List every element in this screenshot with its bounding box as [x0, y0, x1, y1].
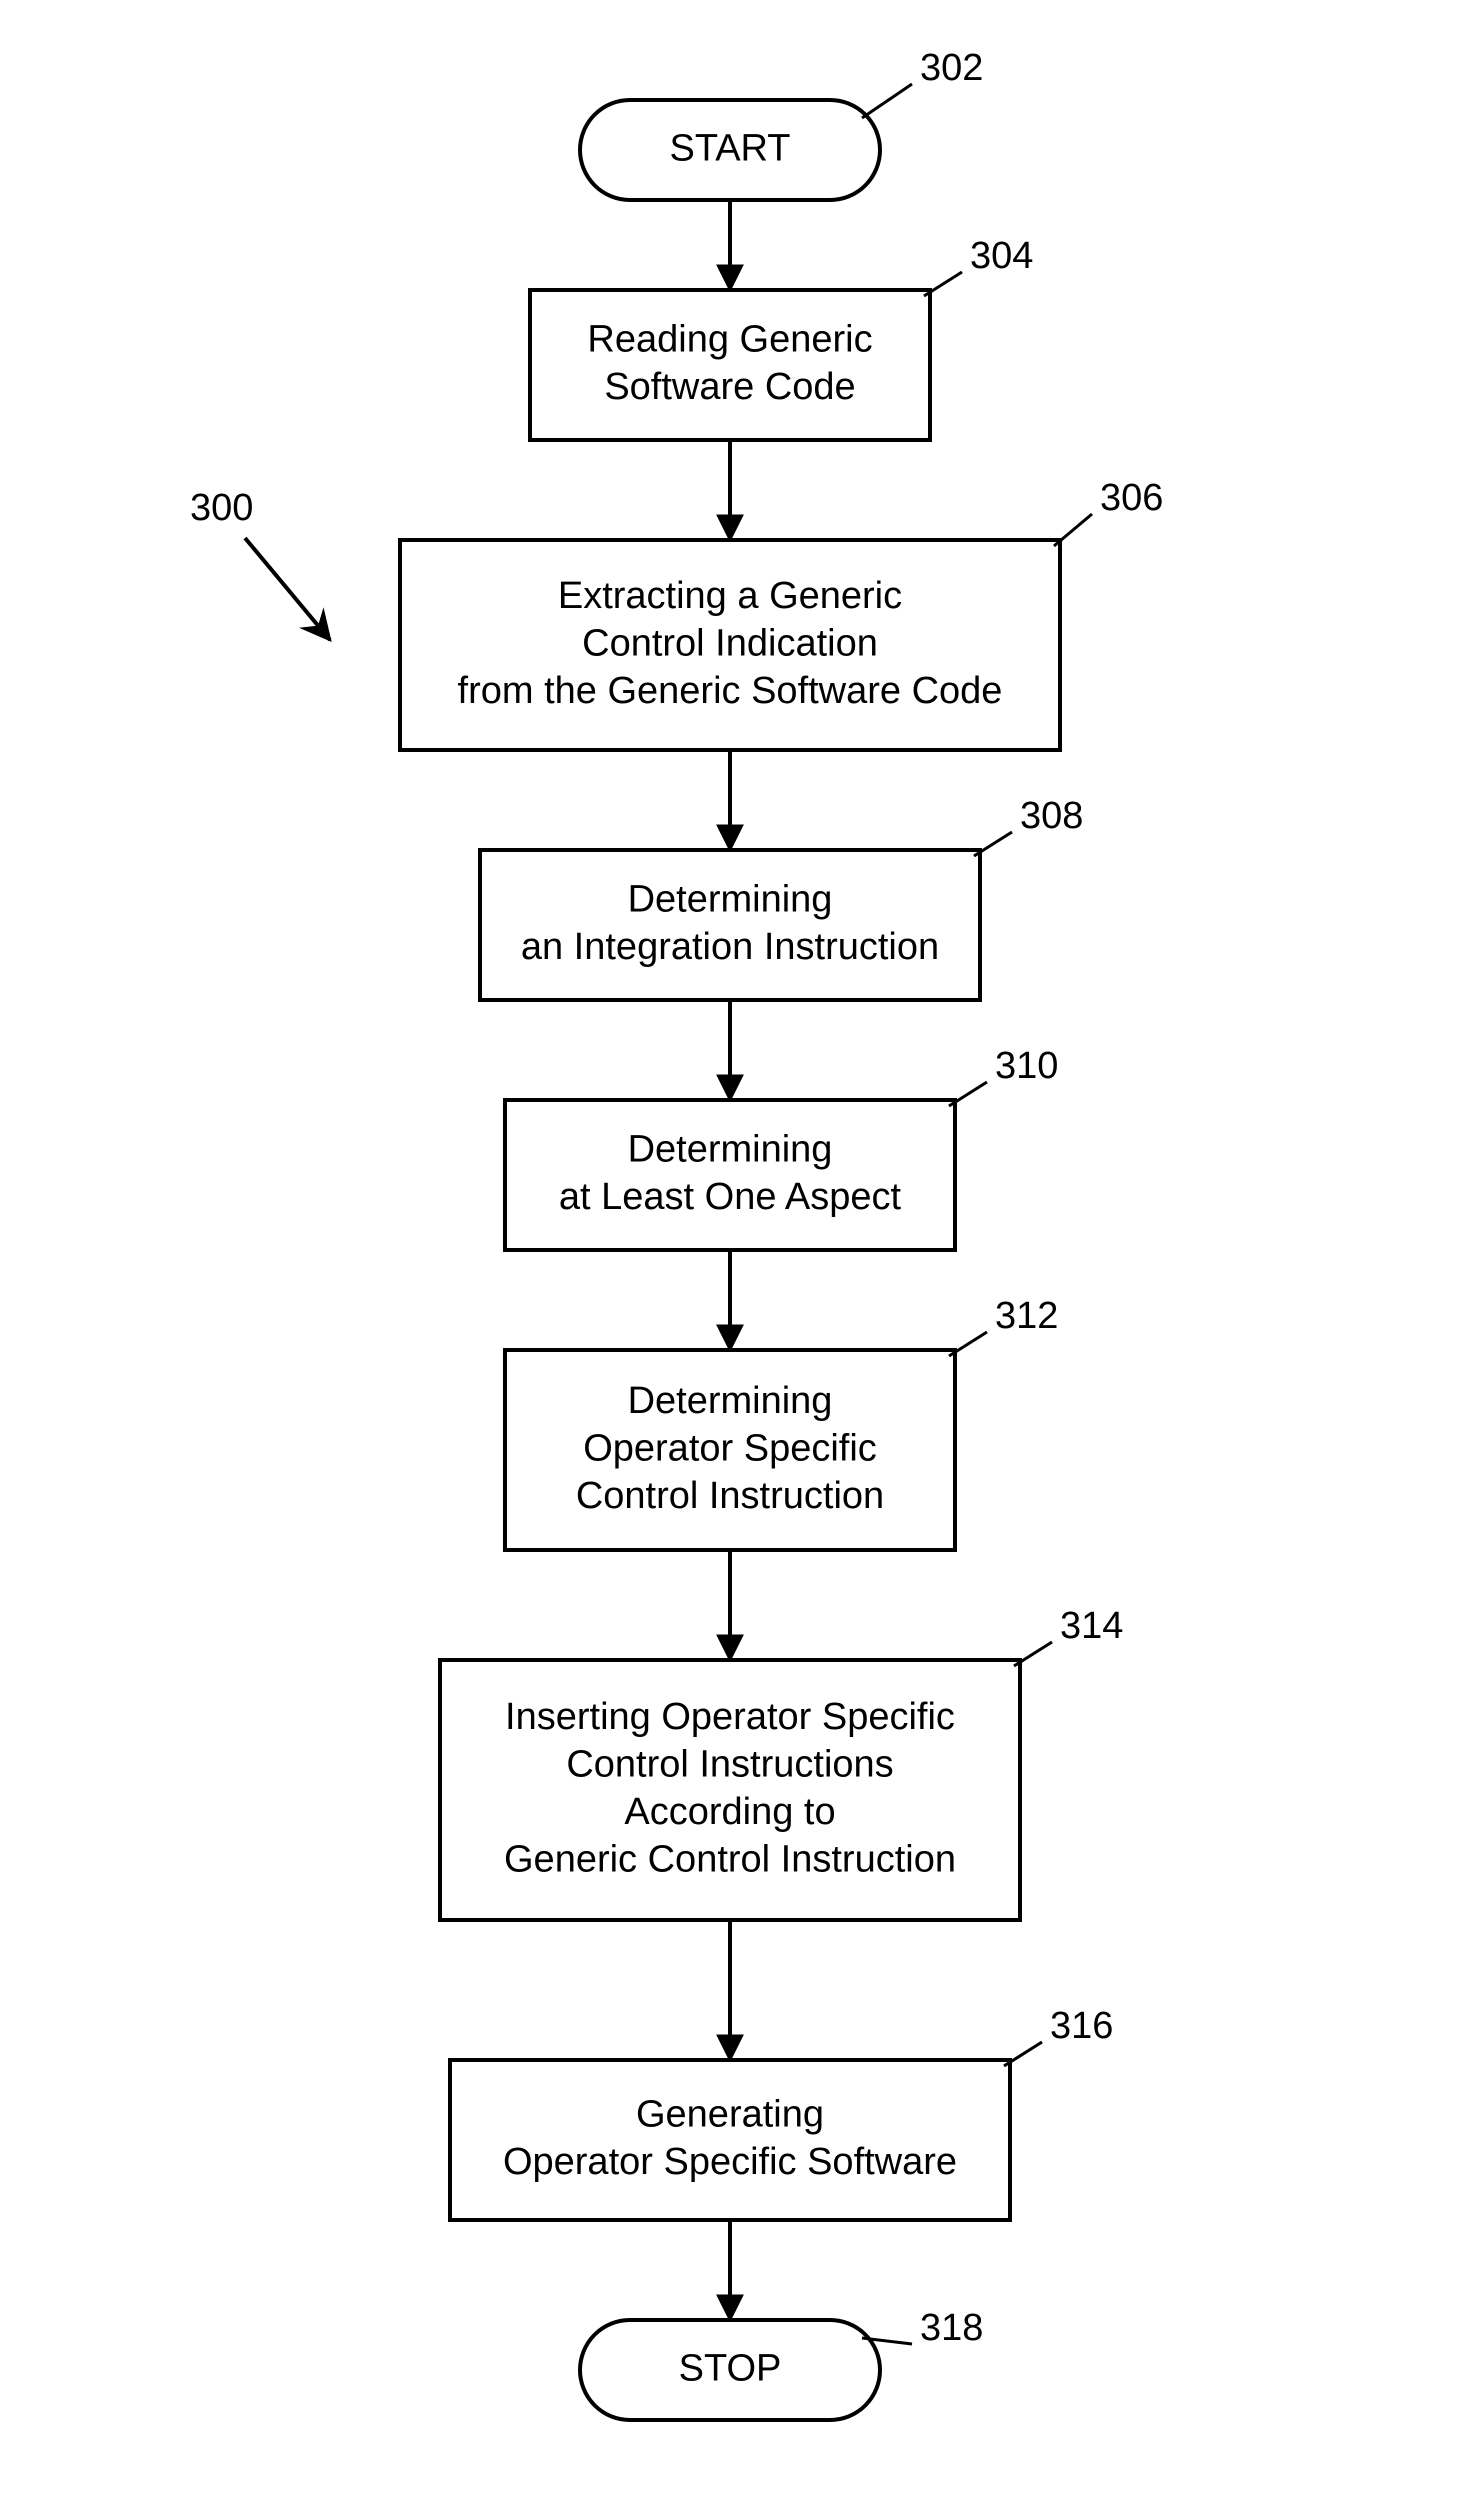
ref-leader-302 [862, 84, 912, 118]
node-306-label-line-0: Extracting a Generic [558, 575, 902, 617]
ref-label-314: 314 [1060, 1605, 1123, 1647]
node-306-label-line-2: from the Generic Software Code [458, 670, 1003, 712]
node-304-label-line-1: Software Code [604, 366, 855, 408]
node-312-label-line-1: Operator Specific [583, 1427, 877, 1469]
node-308-label-line-1: an Integration Instruction [521, 926, 939, 968]
node-310-label-line-0: Determining [628, 1129, 833, 1171]
node-312-label-line-0: Determining [628, 1380, 833, 1422]
diagram-ref-arrow [245, 538, 330, 640]
node-312-label-line-2: Control Instruction [576, 1475, 884, 1517]
ref-leader-310 [949, 1082, 987, 1106]
node-318-label-line-0: STOP [679, 2347, 782, 2389]
ref-leader-314 [1014, 1642, 1052, 1666]
node-306-label-line-1: Control Indication [582, 622, 878, 664]
node-304-label-line-0: Reading Generic [587, 319, 872, 361]
node-316: Generating Operator Specific Software 316 [450, 2005, 1113, 2220]
node-306: Extracting a Generic Control Indication fr… [400, 477, 1163, 750]
ref-leader-316 [1004, 2042, 1042, 2066]
node-314-label-line-0: Inserting Operator Specific [505, 1696, 955, 1738]
ref-label-308: 308 [1020, 795, 1083, 837]
node-314: Inserting Operator Specific Control Instr… [440, 1605, 1123, 1920]
ref-label-310: 310 [995, 1045, 1058, 1087]
node-308: Determining an Integration Instruction 308 [480, 795, 1083, 1000]
node-314-label-line-2: According to [624, 1791, 835, 1833]
ref-label-302: 302 [920, 47, 983, 89]
node-308-label-line-0: Determining [628, 879, 833, 921]
node-316-label-line-1: Operator Specific Software [503, 2141, 957, 2183]
ref-label-312: 312 [995, 1295, 1058, 1337]
ref-leader-308 [974, 832, 1012, 856]
node-302-label-line-0: START [669, 127, 790, 169]
ref-leader-304 [924, 272, 962, 296]
node-314-label-line-3: Generic Control Instruction [504, 1839, 956, 1881]
flowchart-diagram: START 302 Reading Generic Software Code 304 E… [0, 0, 1480, 2509]
ref-label-304: 304 [970, 235, 1033, 277]
node-310: Determining at Least One Aspect 310 [505, 1045, 1058, 1250]
node-312: Determining Operator Specific Control Inst… [505, 1295, 1058, 1550]
ref-leader-312 [949, 1332, 987, 1356]
node-302: START 302 [580, 47, 983, 200]
diagram-ref-label: 300 [190, 487, 253, 529]
ref-label-316: 316 [1050, 2005, 1113, 2047]
node-304: Reading Generic Software Code 304 [530, 235, 1033, 440]
ref-leader-306 [1054, 514, 1092, 546]
node-310-label-line-1: at Least One Aspect [559, 1176, 902, 1218]
ref-label-306: 306 [1100, 477, 1163, 519]
node-316-label-line-0: Generating [636, 2094, 824, 2136]
ref-label-318: 318 [920, 2307, 983, 2349]
node-314-label-line-1: Control Instructions [566, 1744, 893, 1786]
node-318: STOP 318 [580, 2307, 983, 2420]
